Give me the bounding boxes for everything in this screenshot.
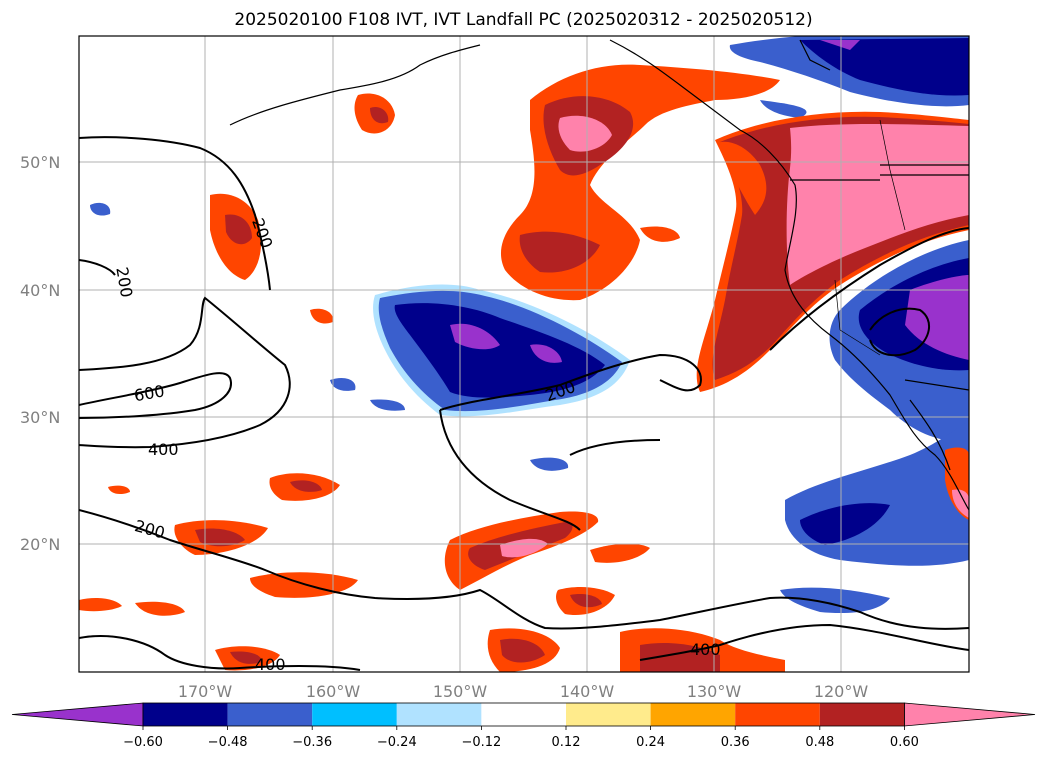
colorbar-segment [819,703,905,726]
borders [834,119,906,356]
contour-label: 400 [255,655,286,674]
lon-label: 160°W [306,682,361,701]
lon-label: 170°W [178,682,233,701]
colorbar-tick-label: 0.36 [721,735,750,750]
colorbar-ticks [142,726,905,730]
colorbar-segment [566,703,651,726]
lat-label: 20°N [20,535,60,554]
colorbar: −0.60 −0.48 −0.36 −0.24 −0.12 0.12 0.24 0.36 0.4… [11,702,1036,750]
colorbar-segment [396,703,482,726]
lat-label: 50°N [20,153,60,172]
colorbar-segment [143,703,228,726]
contour-label: 400 [148,440,179,459]
map-frame [78,35,970,673]
positive-region-west-subtropics [79,193,969,672]
colorbar-tick-label: −0.24 [377,735,417,750]
colorbar-tick-label: −0.36 [292,735,332,750]
colorbar-tick-label: 0.12 [552,735,581,750]
positive-region-north-pacific [354,64,780,301]
contour-label: 400 [690,640,721,659]
ivt-contours [79,136,969,671]
lon-label: 140°W [560,682,615,701]
colorbar-segment [650,703,736,726]
negative-region-subtropical-east [90,100,969,614]
colorbar-segment [735,703,820,726]
colorbar-labels: −0.60 −0.48 −0.36 −0.24 −0.12 0.12 0.24 0.36 0.4… [123,735,919,750]
colorbar-extend-low [11,702,144,727]
lon-label: 150°W [433,682,488,701]
lat-label: 30°N [20,408,60,427]
colorbar-tick-label: −0.48 [208,735,248,750]
negative-region-gulf-of-alaska [729,36,969,107]
colorbar-tick-label: 0.48 [805,735,834,750]
colorbar-segment [481,703,566,726]
colorbar-segments [11,702,1036,727]
colorbar-tick-label: 0.60 [890,735,919,750]
colorbar-frame [142,702,905,727]
lon-label: 130°W [687,682,742,701]
colorbar-tick-label: 0.24 [636,735,665,750]
colorbar-segment [312,703,397,726]
colorbar-tick-label: −0.60 [123,735,163,750]
map-title: 2025020100 F108 IVT, IVT Landfall PC (20… [234,10,813,30]
colorbar-tick-label: −0.12 [461,735,501,750]
longitude-labels: 170°W 160°W 150°W 140°W 130°W 120°W [178,682,869,701]
colorbar-segment [227,703,313,726]
coastlines [229,39,969,511]
graticule [79,36,969,672]
latitude-labels: 50°N 40°N 30°N 20°N [20,153,60,554]
map-panel: 200 200 600 400 200 200 400 400 [79,36,969,674]
lon-label: 120°W [814,682,869,701]
colorbar-extend-high [904,702,1036,727]
lat-label: 40°N [20,281,60,300]
